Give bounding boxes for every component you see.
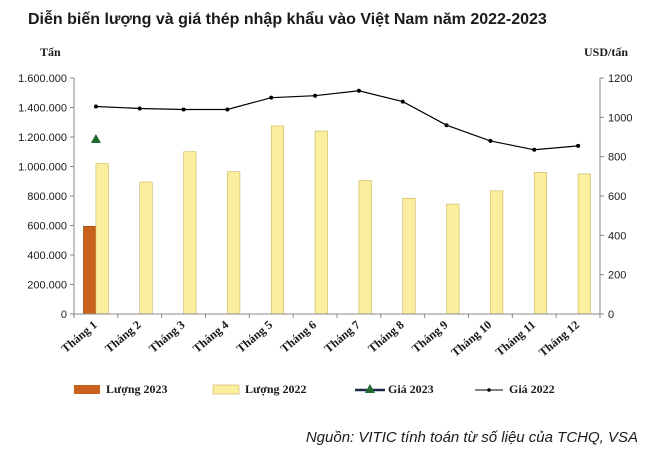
- legend-swatch-luong-2023: [74, 385, 100, 394]
- source-note: Nguồn: VITIC tính toán từ số liệu của TC…: [306, 429, 638, 446]
- x-tick-label: Tháng 11: [493, 318, 539, 359]
- left-tick-label: 400.000: [27, 250, 67, 262]
- legend-item-luong-2022: Lượng 2022: [212, 382, 307, 396]
- left-tick-label: 1.600.000: [18, 73, 67, 85]
- left-tick-label: 1.400.000: [18, 103, 67, 115]
- point-gia-2022-thang-12: [576, 143, 581, 148]
- right-axis-unit: USD/tấn: [584, 45, 628, 59]
- chart-title: Diễn biến lượng và giá thép nhập khẩu và…: [28, 9, 547, 28]
- legend-label-gia-2023: Giá 2023: [388, 382, 434, 396]
- plot-area: [83, 88, 591, 315]
- legend-item-gia-2022: Giá 2022: [475, 382, 555, 396]
- bar-luong-2022-thang-9: [446, 203, 460, 315]
- legend-marker-gia-2022: [487, 388, 491, 392]
- left-axis-ticks: 0 200.000 400.000 600.000 800.000 1.000.000 1.…: [18, 73, 74, 321]
- left-tick-label: 800.000: [27, 191, 67, 203]
- point-gia-2022-thang-1: [93, 104, 98, 109]
- x-tick-label: Tháng 3: [146, 318, 187, 356]
- bar-luong-2022-thang-12: [577, 173, 591, 315]
- x-tick-label: Tháng 1: [58, 318, 99, 356]
- x-tick-label: Tháng 10: [448, 318, 494, 360]
- x-tick-label: Tháng 4: [190, 318, 231, 356]
- bar-luong-2022-thang-6: [314, 130, 328, 315]
- left-axis-unit: Tấn: [40, 45, 61, 59]
- point-gia-2022-thang-4: [225, 107, 230, 112]
- x-tick-label: Tháng 9: [409, 318, 450, 356]
- bar-luong-2022-thang-3: [183, 151, 197, 315]
- x-axis-ticks: Tháng 1 Tháng 2 Tháng 3 Tháng 4 Tháng 5 Tháng…: [58, 314, 601, 360]
- legend-item-luong-2023: Lượng 2023: [74, 382, 168, 396]
- bar-luong-2022-thang-8: [402, 197, 416, 315]
- line-gia-2022: [95, 90, 579, 151]
- right-tick-label: 200: [608, 270, 626, 282]
- right-tick-label: 600: [608, 191, 626, 203]
- x-tick-label: Tháng 12: [536, 318, 582, 360]
- legend-swatch-luong-2022: [212, 384, 240, 395]
- bar-luong-2022-thang-7: [358, 180, 372, 315]
- bar-luong-2022-thang-10: [490, 190, 504, 315]
- x-tick-label: Tháng 2: [102, 318, 143, 356]
- right-tick-label: 1000: [608, 112, 632, 124]
- bar-luong-2023-thang-1: [83, 225, 97, 315]
- bar-luong-2022-thang-2: [139, 181, 153, 315]
- left-tick-label: 0: [61, 309, 67, 321]
- right-tick-label: 1200: [608, 73, 632, 85]
- legend-label-luong-2022: Lượng 2022: [245, 382, 307, 396]
- bar-luong-2022-thang-5: [270, 125, 285, 315]
- x-tick-label: Tháng 5: [234, 318, 275, 356]
- legend-item-gia-2023: Giá 2023: [355, 382, 434, 396]
- legend-marker-gia-2023: [365, 384, 375, 393]
- point-gia-2022-thang-7: [356, 88, 361, 93]
- legend-label-gia-2022: Giá 2022: [509, 382, 555, 396]
- legend: Lượng 2023 Lượng 2022 Giá 2023 Giá 2022: [74, 382, 555, 396]
- point-gia-2022-thang-2: [137, 106, 142, 111]
- point-gia-2022-thang-11: [532, 147, 537, 152]
- x-tick-label: Tháng 8: [365, 318, 406, 356]
- bar-luong-2022-thang-11: [533, 172, 548, 315]
- point-gia-2023-thang-1: [90, 133, 101, 143]
- point-gia-2022-thang-5: [269, 95, 274, 100]
- point-gia-2022-thang-6: [313, 93, 318, 98]
- right-tick-label: 0: [608, 309, 614, 321]
- x-tick-label: Tháng 6: [278, 318, 319, 356]
- right-axis-ticks: 0 200 400 600 800 1000 1200: [600, 73, 632, 321]
- bar-luong-2022-thang-4: [227, 171, 241, 315]
- point-gia-2022-thang-9: [444, 123, 449, 128]
- point-gia-2022-thang-3: [181, 107, 186, 112]
- right-tick-label: 400: [608, 230, 626, 242]
- left-tick-label: 1.200.000: [18, 132, 67, 144]
- legend-label-luong-2023: Lượng 2023: [106, 382, 168, 396]
- left-tick-label: 1.000.000: [18, 162, 67, 174]
- bar-luong-2022-thang-1: [95, 163, 109, 315]
- point-gia-2022-thang-8: [400, 99, 405, 104]
- left-tick-label: 200.000: [27, 280, 67, 292]
- right-tick-label: 800: [608, 152, 626, 164]
- left-tick-label: 600.000: [27, 221, 67, 233]
- x-tick-label: Tháng 7: [321, 318, 362, 356]
- point-gia-2022-thang-10: [488, 138, 493, 143]
